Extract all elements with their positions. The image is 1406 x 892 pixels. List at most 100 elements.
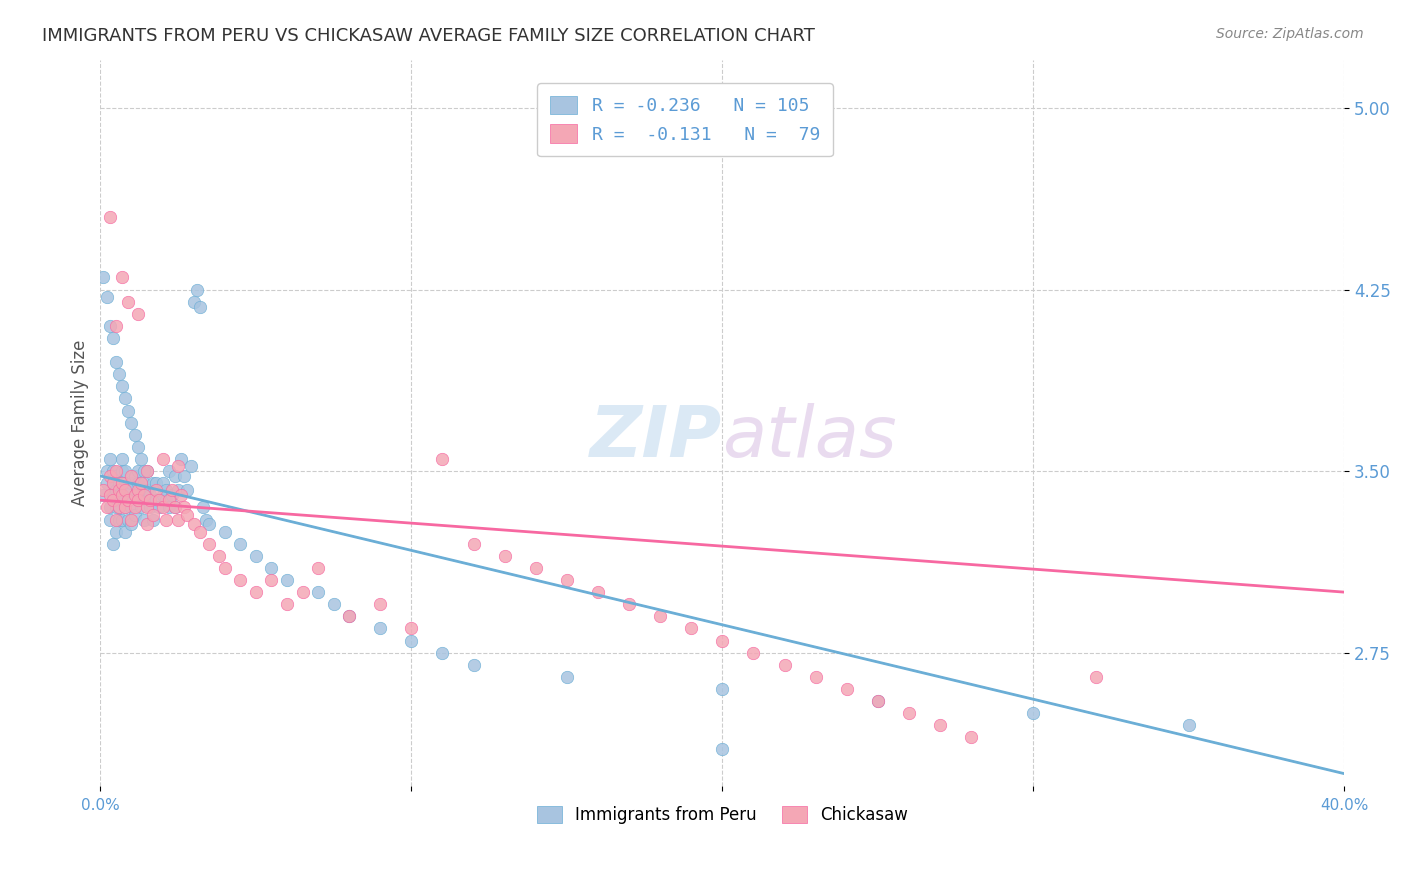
Point <box>307 585 329 599</box>
Point <box>132 488 155 502</box>
Point <box>494 549 516 563</box>
Point <box>1084 670 1107 684</box>
Point <box>524 561 547 575</box>
Point <box>120 469 142 483</box>
Point <box>276 573 298 587</box>
Point <box>96 476 118 491</box>
Point <box>120 512 142 526</box>
Point <box>104 493 127 508</box>
Point <box>101 331 124 345</box>
Point <box>114 476 136 491</box>
Point <box>866 694 889 708</box>
Y-axis label: Average Family Size: Average Family Size <box>72 340 89 506</box>
Point <box>132 512 155 526</box>
Point <box>114 500 136 515</box>
Point <box>167 483 190 498</box>
Point <box>136 500 159 515</box>
Point <box>1022 706 1045 721</box>
Point <box>260 573 283 587</box>
Point <box>117 493 139 508</box>
Point <box>835 681 858 696</box>
Point <box>163 500 186 515</box>
Point <box>617 597 640 611</box>
Point <box>139 500 162 515</box>
Point <box>207 549 229 563</box>
Point <box>96 464 118 478</box>
Point <box>129 452 152 467</box>
Point <box>260 561 283 575</box>
Point <box>307 561 329 575</box>
Point <box>117 294 139 309</box>
Point <box>124 500 146 515</box>
Point <box>124 488 146 502</box>
Point <box>139 488 162 502</box>
Point <box>898 706 921 721</box>
Point <box>120 500 142 515</box>
Point <box>127 476 149 491</box>
Point <box>276 597 298 611</box>
Point <box>139 493 162 508</box>
Point <box>114 464 136 478</box>
Point <box>104 464 127 478</box>
Point <box>127 483 149 498</box>
Point <box>101 476 124 491</box>
Point <box>129 488 152 502</box>
Point <box>98 452 121 467</box>
Point <box>114 392 136 406</box>
Point <box>368 597 391 611</box>
Point <box>176 508 198 522</box>
Point <box>111 379 134 393</box>
Point <box>183 517 205 532</box>
Point <box>337 609 360 624</box>
Point <box>136 464 159 478</box>
Point <box>163 500 186 515</box>
Point <box>104 500 127 515</box>
Point <box>157 500 180 515</box>
Point <box>136 493 159 508</box>
Point <box>170 452 193 467</box>
Point <box>773 657 796 672</box>
Point <box>142 512 165 526</box>
Point <box>132 476 155 491</box>
Point <box>160 483 183 498</box>
Point <box>188 300 211 314</box>
Point <box>152 500 174 515</box>
Point <box>101 464 124 478</box>
Point <box>929 718 952 732</box>
Point <box>180 459 202 474</box>
Point <box>742 646 765 660</box>
Point <box>229 537 252 551</box>
Point <box>337 609 360 624</box>
Point <box>98 500 121 515</box>
Point <box>93 270 115 285</box>
Point <box>93 488 115 502</box>
Point <box>145 493 167 508</box>
Point <box>245 549 267 563</box>
Point <box>163 469 186 483</box>
Point <box>117 512 139 526</box>
Point <box>186 283 208 297</box>
Point <box>132 464 155 478</box>
Point <box>195 512 218 526</box>
Point <box>136 464 159 478</box>
Point <box>155 512 177 526</box>
Point <box>170 488 193 502</box>
Text: IMMIGRANTS FROM PERU VS CHICKASAW AVERAGE FAMILY SIZE CORRELATION CHART: IMMIGRANTS FROM PERU VS CHICKASAW AVERAG… <box>42 27 815 45</box>
Point <box>136 517 159 532</box>
Point <box>111 476 134 491</box>
Point <box>127 464 149 478</box>
Point <box>111 452 134 467</box>
Point <box>127 440 149 454</box>
Point <box>681 622 703 636</box>
Point <box>104 483 127 498</box>
Point <box>114 483 136 498</box>
Point <box>136 483 159 498</box>
Point <box>173 500 195 515</box>
Point <box>111 488 134 502</box>
Point <box>148 500 170 515</box>
Point <box>111 488 134 502</box>
Text: 40.0%: 40.0% <box>1320 797 1368 813</box>
Point <box>198 517 221 532</box>
Point <box>111 270 134 285</box>
Point <box>101 537 124 551</box>
